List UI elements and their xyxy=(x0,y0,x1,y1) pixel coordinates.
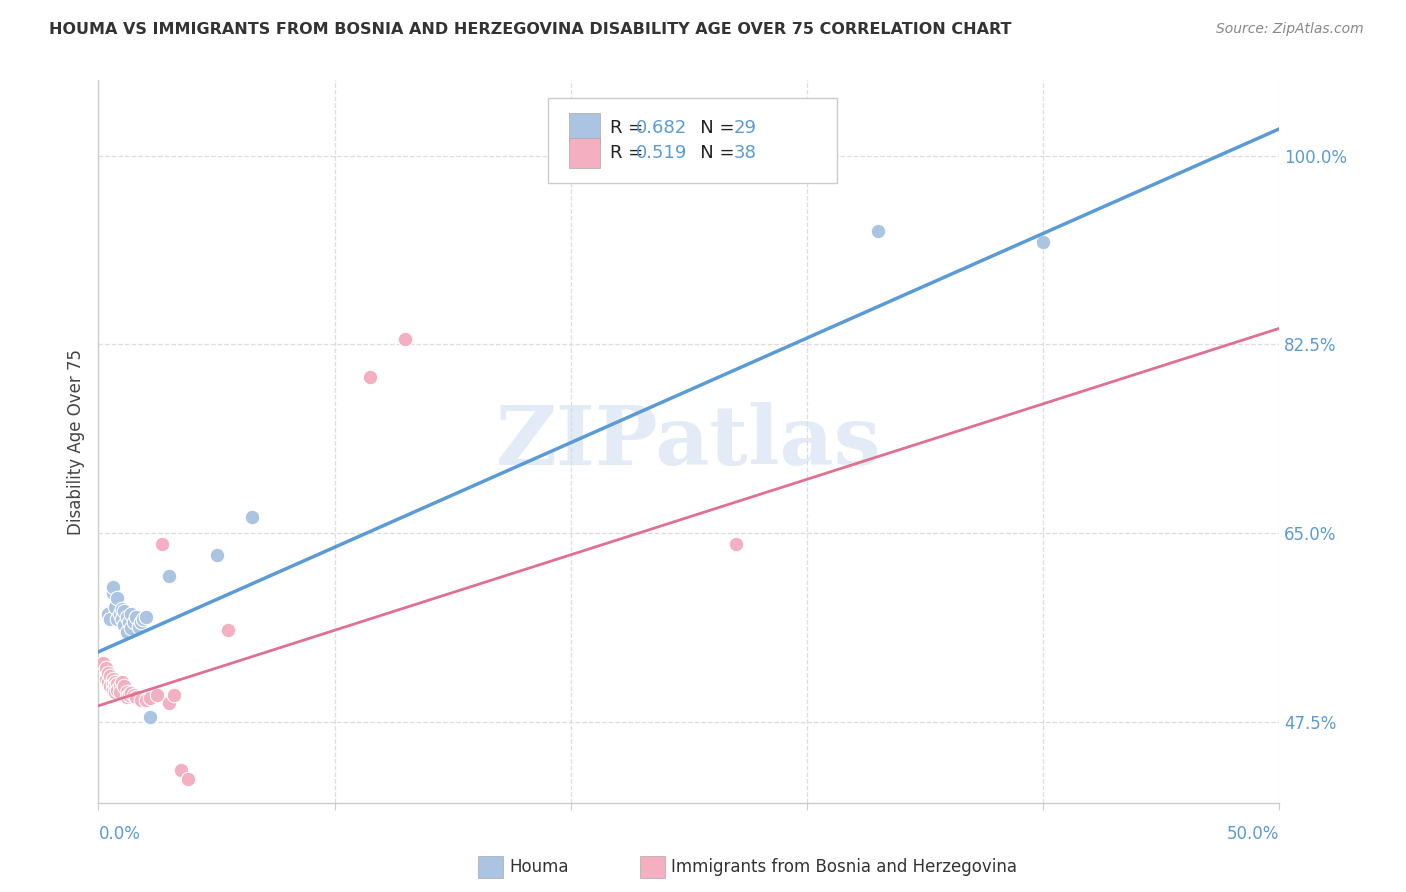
Point xyxy=(97,607,120,621)
Text: 0.0%: 0.0% xyxy=(98,825,141,843)
Text: 38: 38 xyxy=(734,144,756,162)
Point xyxy=(177,772,200,786)
Point xyxy=(135,693,157,707)
Point xyxy=(115,690,138,705)
Point xyxy=(1032,235,1054,249)
Point xyxy=(866,224,889,238)
Y-axis label: Disability Age Over 75: Disability Age Over 75 xyxy=(66,349,84,534)
Point xyxy=(217,624,239,638)
Point xyxy=(91,656,114,670)
Point xyxy=(105,612,128,626)
Point xyxy=(108,679,131,693)
Point xyxy=(118,688,141,702)
Point xyxy=(104,599,127,614)
Point xyxy=(97,666,120,681)
Point xyxy=(146,688,169,702)
Point xyxy=(139,691,162,706)
Point xyxy=(205,548,228,562)
Point xyxy=(112,679,135,693)
Point xyxy=(108,684,131,698)
Point xyxy=(101,585,124,599)
Point xyxy=(101,580,124,594)
Point xyxy=(157,569,180,583)
Point xyxy=(112,604,135,618)
Point xyxy=(240,510,263,524)
Point xyxy=(104,684,127,698)
Text: R =: R = xyxy=(610,144,650,162)
Point xyxy=(94,672,117,686)
Text: ZIPatlas: ZIPatlas xyxy=(496,401,882,482)
Text: HOUMA VS IMMIGRANTS FROM BOSNIA AND HERZEGOVINA DISABILITY AGE OVER 75 CORRELATI: HOUMA VS IMMIGRANTS FROM BOSNIA AND HERZ… xyxy=(49,22,1012,37)
Point xyxy=(129,615,152,629)
Point xyxy=(359,369,381,384)
Text: 50.0%: 50.0% xyxy=(1227,825,1279,843)
Point xyxy=(135,610,157,624)
Point xyxy=(112,618,135,632)
Text: Houma: Houma xyxy=(509,858,568,876)
Text: N =: N = xyxy=(683,144,741,162)
Text: Source: ZipAtlas.com: Source: ZipAtlas.com xyxy=(1216,22,1364,37)
Point xyxy=(98,668,121,682)
Point xyxy=(121,686,143,700)
Point xyxy=(101,672,124,686)
Point xyxy=(121,607,143,621)
Point xyxy=(111,601,134,615)
Text: Immigrants from Bosnia and Herzegovina: Immigrants from Bosnia and Herzegovina xyxy=(671,858,1017,876)
Point xyxy=(115,684,138,698)
Point xyxy=(118,615,141,629)
Text: 0.519: 0.519 xyxy=(636,144,688,162)
Point xyxy=(129,693,152,707)
Point xyxy=(725,537,748,551)
Point xyxy=(98,612,121,626)
Text: N =: N = xyxy=(683,119,741,137)
Point xyxy=(139,709,162,723)
Point xyxy=(104,675,127,690)
Point xyxy=(105,682,128,697)
Point xyxy=(111,612,134,626)
Point xyxy=(125,610,148,624)
Point xyxy=(132,612,155,626)
Point xyxy=(125,690,148,705)
Text: 29: 29 xyxy=(734,119,756,137)
Point xyxy=(105,677,128,691)
Point xyxy=(121,621,143,635)
Point xyxy=(115,610,138,624)
Point xyxy=(122,615,145,629)
Point xyxy=(163,688,186,702)
Point xyxy=(111,675,134,690)
Point xyxy=(98,679,121,693)
Point xyxy=(170,764,193,778)
Point xyxy=(150,537,173,551)
Point xyxy=(128,620,150,634)
Point xyxy=(105,591,128,605)
Text: R =: R = xyxy=(610,119,650,137)
Point xyxy=(394,332,416,346)
Point xyxy=(94,661,117,675)
Point xyxy=(122,688,145,702)
Point xyxy=(104,679,127,693)
Point xyxy=(101,677,124,691)
Point xyxy=(157,696,180,710)
Point xyxy=(101,682,124,697)
Point xyxy=(108,607,131,621)
Text: 0.682: 0.682 xyxy=(636,119,686,137)
Point xyxy=(115,625,138,640)
Point xyxy=(97,675,120,690)
